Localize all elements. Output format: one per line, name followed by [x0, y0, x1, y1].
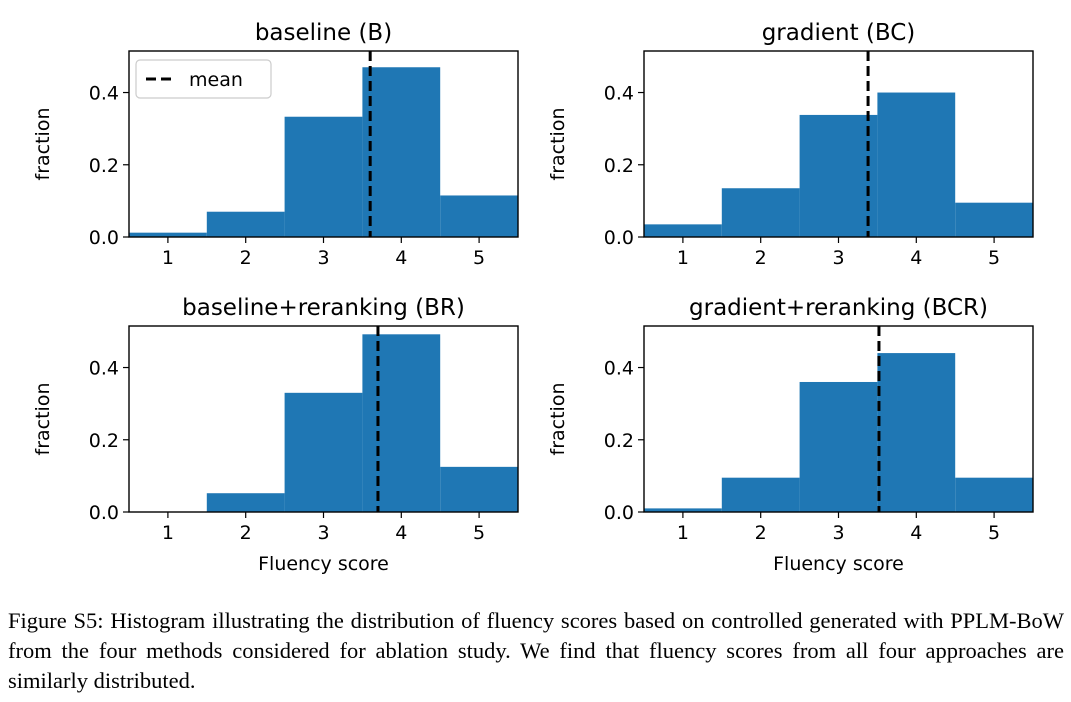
y-axis-label: fraction — [547, 383, 569, 456]
x-axis-label: Fluency score — [258, 553, 389, 575]
x-tick-label: 4 — [910, 247, 922, 269]
x-tick-label: 2 — [240, 522, 252, 544]
bar-1 — [644, 224, 722, 237]
bar-5 — [955, 202, 1033, 237]
x-tick-label: 2 — [755, 247, 767, 269]
x-tick-label: 3 — [317, 247, 329, 269]
chart-title: gradient (BC) — [762, 20, 916, 46]
y-tick-label: 0.0 — [604, 227, 634, 249]
y-axis-label: fraction — [32, 108, 54, 181]
bar-4 — [362, 334, 441, 512]
legend: mean — [135, 59, 272, 99]
x-tick-label: 1 — [677, 522, 689, 544]
y-tick-label: 0.2 — [604, 430, 634, 452]
x-tick-label: 1 — [162, 522, 174, 544]
bar-2 — [206, 493, 285, 512]
bar-2 — [206, 211, 285, 237]
bar-5 — [440, 195, 518, 237]
x-tick-label: 3 — [317, 522, 329, 544]
bar-3 — [799, 114, 878, 237]
bar-4 — [877, 353, 956, 512]
bar-3 — [799, 381, 878, 512]
x-axis-label: Fluency score — [773, 553, 904, 575]
y-tick-label: 0.4 — [604, 358, 634, 380]
y-tick-label: 0.4 — [89, 83, 119, 105]
x-tick-label: 5 — [473, 522, 485, 544]
bar-1 — [129, 232, 207, 237]
bar-3 — [284, 392, 363, 512]
x-tick-label: 3 — [832, 522, 844, 544]
x-tick-label: 1 — [162, 247, 174, 269]
x-tick-label: 4 — [395, 522, 407, 544]
bar-2 — [721, 188, 800, 237]
y-tick-label: 0.0 — [604, 502, 634, 524]
bar-3 — [284, 116, 363, 237]
bar-1 — [644, 508, 722, 512]
x-tick-label: 1 — [677, 247, 689, 269]
bar-2 — [721, 477, 800, 512]
y-tick-label: 0.4 — [89, 358, 119, 380]
bar-4 — [362, 67, 441, 237]
y-tick-label: 0.0 — [89, 227, 119, 249]
figure-caption: Figure S5: Histogram illustrating the di… — [8, 608, 1064, 693]
x-tick-label: 5 — [473, 247, 485, 269]
bar-4 — [877, 92, 956, 237]
x-tick-label: 4 — [910, 522, 922, 544]
y-tick-label: 0.2 — [604, 155, 634, 177]
bar-5 — [955, 477, 1033, 512]
x-tick-label: 2 — [240, 247, 252, 269]
chart-panel-4: 1 2 3 4 5 0.0 0.2 0.4 gradient+reranking (BCR) fr… — [547, 295, 1034, 575]
x-tick-label: 5 — [988, 247, 1000, 269]
chart-title: baseline+reranking (BR) — [182, 295, 465, 321]
y-tick-label: 0.2 — [89, 155, 119, 177]
figure: 1 2 3 4 5 0.0 0.2 0.4 baseline (B) fraction mean 1 2… — [32, 20, 1034, 575]
chart-panel-1: 1 2 3 4 5 0.0 0.2 0.4 baseline (B) fraction mean — [32, 20, 519, 269]
x-tick-label: 4 — [395, 247, 407, 269]
x-tick-label: 5 — [988, 522, 1000, 544]
chart-panel-3: 1 2 3 4 5 0.0 0.2 0.4 baseline+reranking (BR) fra… — [32, 295, 519, 575]
y-axis-label: fraction — [32, 383, 54, 456]
legend-label: mean — [189, 69, 243, 91]
chart-panel-2: 1 2 3 4 5 0.0 0.2 0.4 gradient (BC) fraction — [547, 20, 1034, 269]
legend-box — [135, 59, 272, 99]
chart-title: baseline (B) — [255, 20, 392, 46]
y-tick-label: 0.4 — [604, 83, 634, 105]
x-tick-label: 3 — [832, 247, 844, 269]
y-axis-label: fraction — [547, 108, 569, 181]
y-tick-label: 0.0 — [89, 502, 119, 524]
x-tick-label: 2 — [755, 522, 767, 544]
y-tick-label: 0.2 — [89, 430, 119, 452]
bar-5 — [440, 466, 518, 512]
chart-title: gradient+reranking (BCR) — [689, 295, 988, 321]
